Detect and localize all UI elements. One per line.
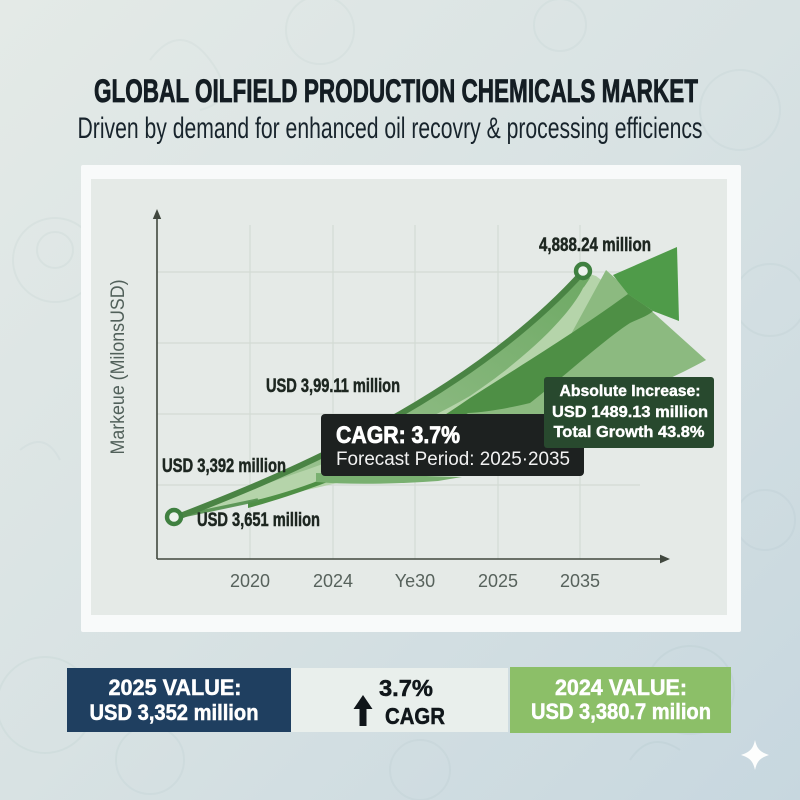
svg-text:2035: 2035 (560, 571, 600, 591)
svg-text:USD 3,392 million: USD 3,392 million (162, 456, 286, 477)
svg-text:USD 3,380.7 milion: USD 3,380.7 milion (531, 699, 711, 724)
svg-text:GLOBAL OILFIELD PRODUCTION CHE: GLOBAL OILFIELD PRODUCTION CHEMICALS MAR… (94, 73, 698, 109)
svg-text:2025 VALUE:: 2025 VALUE: (109, 675, 242, 700)
svg-text:Ye30: Ye30 (395, 571, 435, 591)
svg-text:2024: 2024 (313, 571, 353, 591)
svg-text:USD 1489.13 million: USD 1489.13 million (552, 404, 708, 421)
svg-text:2025: 2025 (478, 571, 518, 591)
svg-text:Driven by demand for enhanced: Driven by demand for enhanced oil recovr… (78, 112, 703, 145)
svg-text:4,888.24 million: 4,888.24 million (539, 235, 651, 256)
svg-text:2020: 2020 (230, 571, 270, 591)
svg-text:USD 3,352 million: USD 3,352 million (90, 700, 259, 725)
svg-text:Absolute Increase:: Absolute Increase: (560, 383, 701, 400)
svg-text:Markeue (MilonsUSD): Markeue (MilonsUSD) (108, 280, 129, 455)
svg-text:USD 3,651 million: USD 3,651 million (197, 510, 320, 531)
svg-text:CAGR: CAGR (385, 703, 445, 729)
svg-text:USD 3,99.11 million: USD 3,99.11 million (266, 376, 400, 397)
svg-text:3.7%: 3.7% (379, 675, 433, 701)
svg-text:Total Growth 43.8%: Total Growth 43.8% (554, 424, 705, 441)
svg-text:2024 VALUE:: 2024 VALUE: (555, 675, 687, 700)
svg-text:CAGR: 3.7%: CAGR: 3.7% (336, 422, 460, 449)
svg-text:Forecast Period: 2025·2035: Forecast Period: 2025·2035 (336, 449, 570, 470)
